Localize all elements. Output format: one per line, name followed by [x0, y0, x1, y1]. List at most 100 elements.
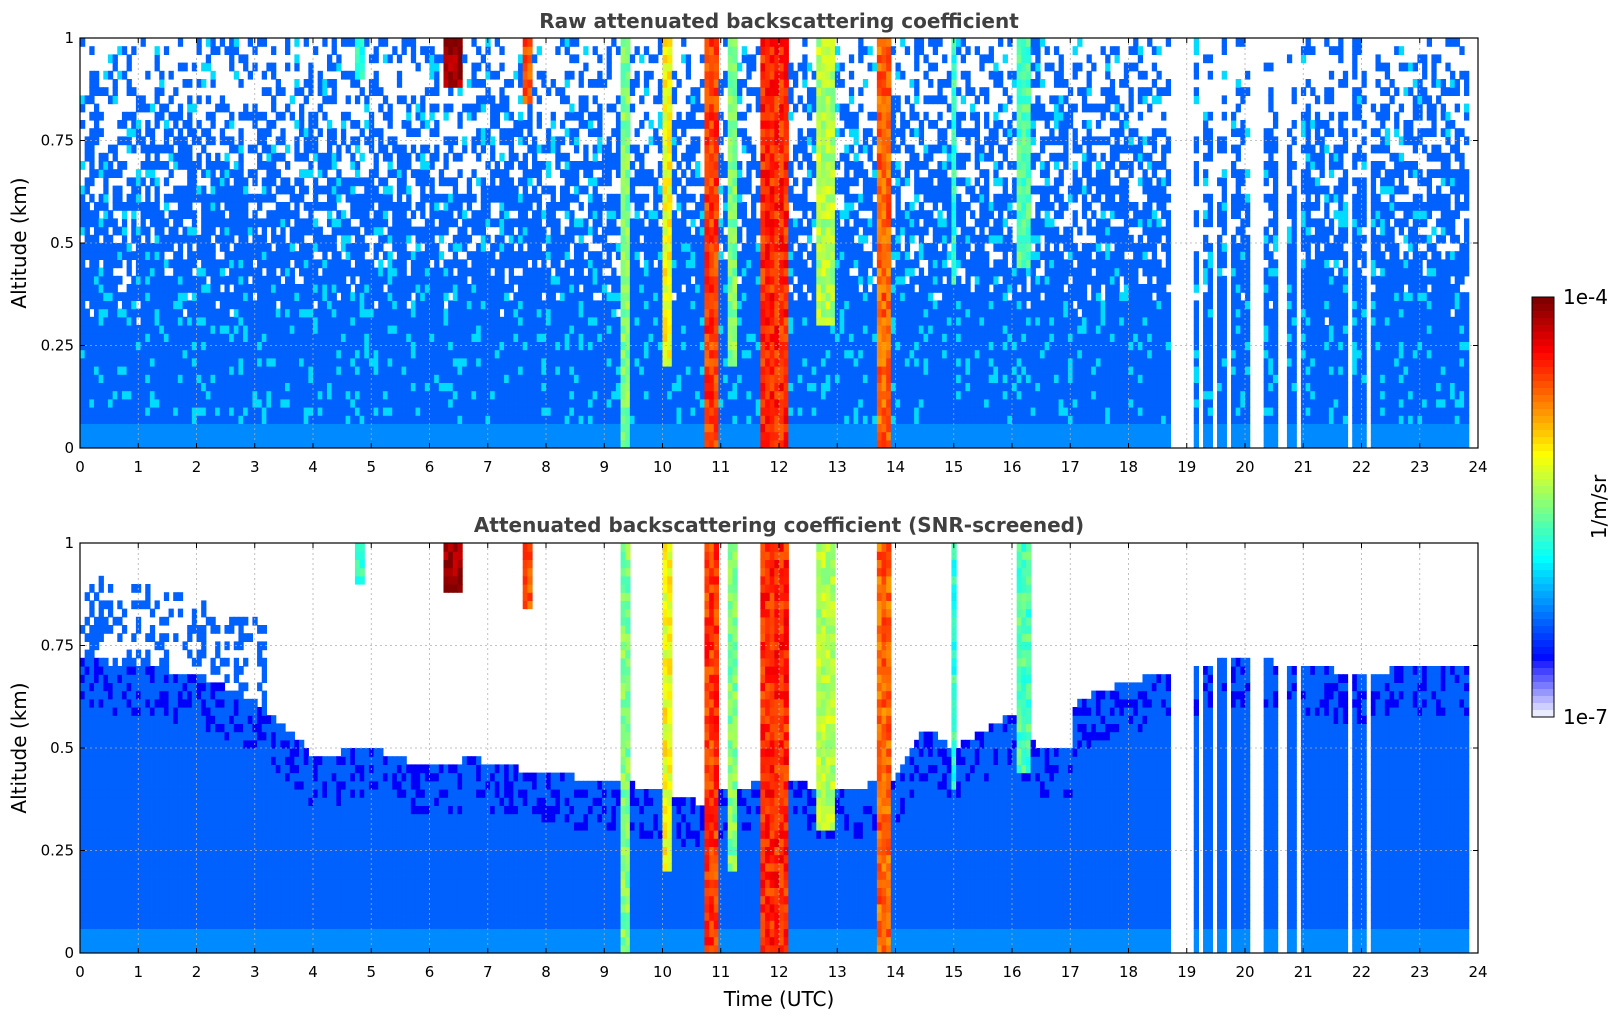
heatmap-cell [657, 292, 664, 301]
heatmap-cell [578, 366, 584, 375]
heatmap-cell [583, 152, 589, 162]
heatmap-cell [434, 308, 440, 318]
heatmap-cell [499, 374, 505, 383]
heatmap-cell [98, 398, 104, 408]
heatmap-cell [201, 218, 207, 228]
heatmap-cell [559, 152, 566, 162]
heatmap-cell [690, 341, 696, 351]
heatmap-cell [80, 300, 86, 310]
heatmap-cell [392, 275, 398, 285]
heatmap-cell [438, 349, 445, 359]
heatmap-cell [457, 423, 463, 433]
heatmap-cell [629, 259, 636, 269]
heatmap-cell [690, 267, 696, 277]
heatmap-cell [177, 267, 184, 277]
heatmap-cell [177, 325, 184, 334]
heatmap-cell [93, 70, 100, 80]
heatmap-cell [238, 284, 244, 293]
heatmap-cell [499, 210, 505, 219]
heatmap-cell [429, 349, 435, 359]
heatmap-cell [219, 243, 226, 252]
heatmap-cell [336, 218, 342, 228]
heatmap-cell [518, 398, 524, 408]
heatmap-cell [648, 226, 654, 236]
heatmap-cell [313, 308, 319, 318]
heatmap-cell [504, 79, 510, 88]
heatmap-cell [173, 87, 179, 96]
heatmap-cell [522, 439, 528, 448]
heatmap-cell [387, 202, 393, 211]
heatmap-cell [299, 300, 305, 310]
heatmap-cell [611, 103, 617, 113]
heatmap-cell [191, 374, 198, 383]
heatmap-cell [485, 136, 491, 146]
heatmap-cell [89, 243, 95, 252]
heatmap-cell [657, 161, 664, 170]
heatmap-cell [89, 87, 95, 96]
heatmap-cell [196, 185, 202, 195]
heatmap-cell [257, 111, 263, 121]
heatmap-cell [429, 70, 435, 80]
heatmap-cell [643, 439, 650, 448]
heatmap-cell [424, 398, 431, 408]
heatmap-cell [667, 79, 673, 88]
heatmap-cell [159, 423, 165, 433]
heatmap-cell [243, 300, 249, 310]
heatmap-cell [443, 202, 449, 211]
heatmap-cell [513, 251, 519, 260]
heatmap-cell [219, 415, 226, 424]
heatmap-cell [173, 111, 179, 121]
heatmap-cell [359, 87, 365, 96]
heatmap-cell [601, 275, 608, 285]
heatmap-cell [452, 390, 459, 400]
heatmap-cell [80, 161, 86, 170]
heatmap-cell [326, 152, 333, 162]
heatmap-cell [695, 366, 701, 375]
heatmap-cell [662, 103, 668, 113]
heatmap-cell [247, 38, 254, 47]
heatmap-cell [452, 185, 459, 195]
heatmap-cell [201, 374, 207, 383]
heatmap-cell [522, 259, 528, 269]
heatmap-cell [494, 292, 500, 301]
heatmap-cell [494, 407, 500, 416]
heatmap-cell [476, 275, 482, 285]
heatmap-cell [354, 431, 361, 441]
heatmap-cell [205, 259, 212, 269]
heatmap-cell [354, 366, 361, 375]
heatmap-cell [173, 349, 179, 359]
heatmap-cell [229, 366, 235, 375]
heatmap-cell [345, 95, 351, 105]
heatmap-cell [485, 407, 491, 416]
heatmap-cell [499, 300, 505, 310]
heatmap-cell [532, 259, 538, 269]
heatmap-cell [131, 144, 137, 154]
heatmap-cell [392, 210, 398, 219]
heatmap-cell [89, 390, 95, 400]
heatmap-cell [396, 177, 403, 187]
heatmap-cell [89, 374, 95, 383]
heatmap-cell [331, 284, 337, 293]
heatmap-cell [401, 169, 407, 178]
heatmap-cell [676, 218, 682, 228]
heatmap-cell [671, 210, 678, 219]
heatmap-cell [238, 169, 244, 178]
heatmap-cell [597, 111, 603, 121]
heatmap-cell [210, 70, 216, 80]
heatmap-cell [359, 284, 365, 293]
heatmap-cell [527, 202, 533, 211]
heatmap-cell [112, 366, 118, 375]
heatmap-cell [676, 390, 682, 400]
heatmap-cell [597, 218, 603, 228]
heatmap-cell [573, 398, 580, 408]
heatmap-cell [699, 267, 706, 277]
heatmap-cell [271, 218, 277, 228]
heatmap-cell [205, 390, 212, 400]
heatmap-cell [671, 251, 678, 260]
heatmap-cell [322, 325, 328, 334]
heatmap-cell [597, 234, 603, 244]
heatmap-cell [494, 111, 500, 121]
heatmap-cell [518, 382, 524, 392]
heatmap-cell [620, 366, 626, 375]
heatmap-cell [266, 439, 272, 448]
